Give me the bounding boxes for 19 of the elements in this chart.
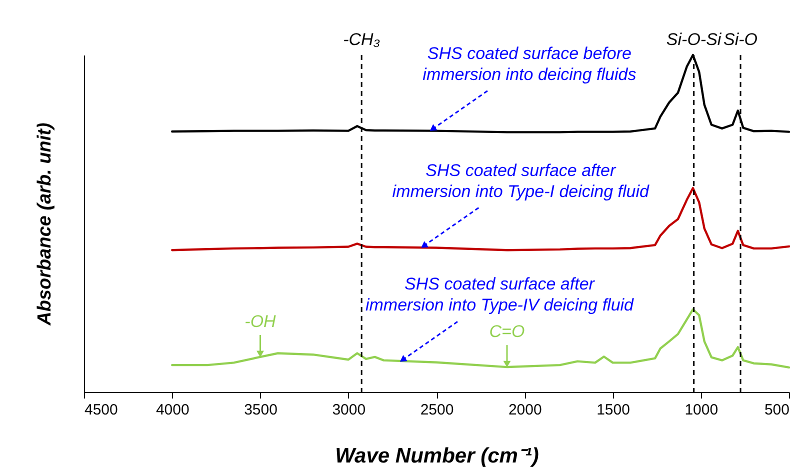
ref-line-label: Si-O-Si <box>666 30 722 49</box>
ref-line-label: Si-O <box>724 30 758 49</box>
x-tick-label: 500 <box>764 402 790 418</box>
annotation: C=O <box>489 322 525 342</box>
x-tick-label: 3000 <box>332 402 366 418</box>
x-tick-label: 1500 <box>596 402 630 418</box>
annotation: SHS coated surface before immersion into deicing fluids <box>422 44 637 84</box>
annotation: -OH <box>244 312 277 331</box>
x-tick-label: 4500 <box>84 402 118 418</box>
ref-line-label: -CH₃ <box>343 30 380 49</box>
x-axis-title: Wave Number (cm⁻¹) <box>335 444 539 468</box>
x-tick-label: 3500 <box>244 402 278 418</box>
annotation: SHS coated surface after immersion into Type-I deicing fluid <box>392 160 650 201</box>
x-tick-label: 4000 <box>156 402 190 418</box>
annotation: SHS coated surface after immersion into Type-IV deicing fluid <box>365 274 634 315</box>
x-tick-label: 2000 <box>508 402 542 418</box>
y-axis-title: Absorbance (arb. unit) <box>34 122 56 326</box>
x-tick-label: 2500 <box>420 402 454 418</box>
x-tick-label: 1000 <box>684 402 718 418</box>
